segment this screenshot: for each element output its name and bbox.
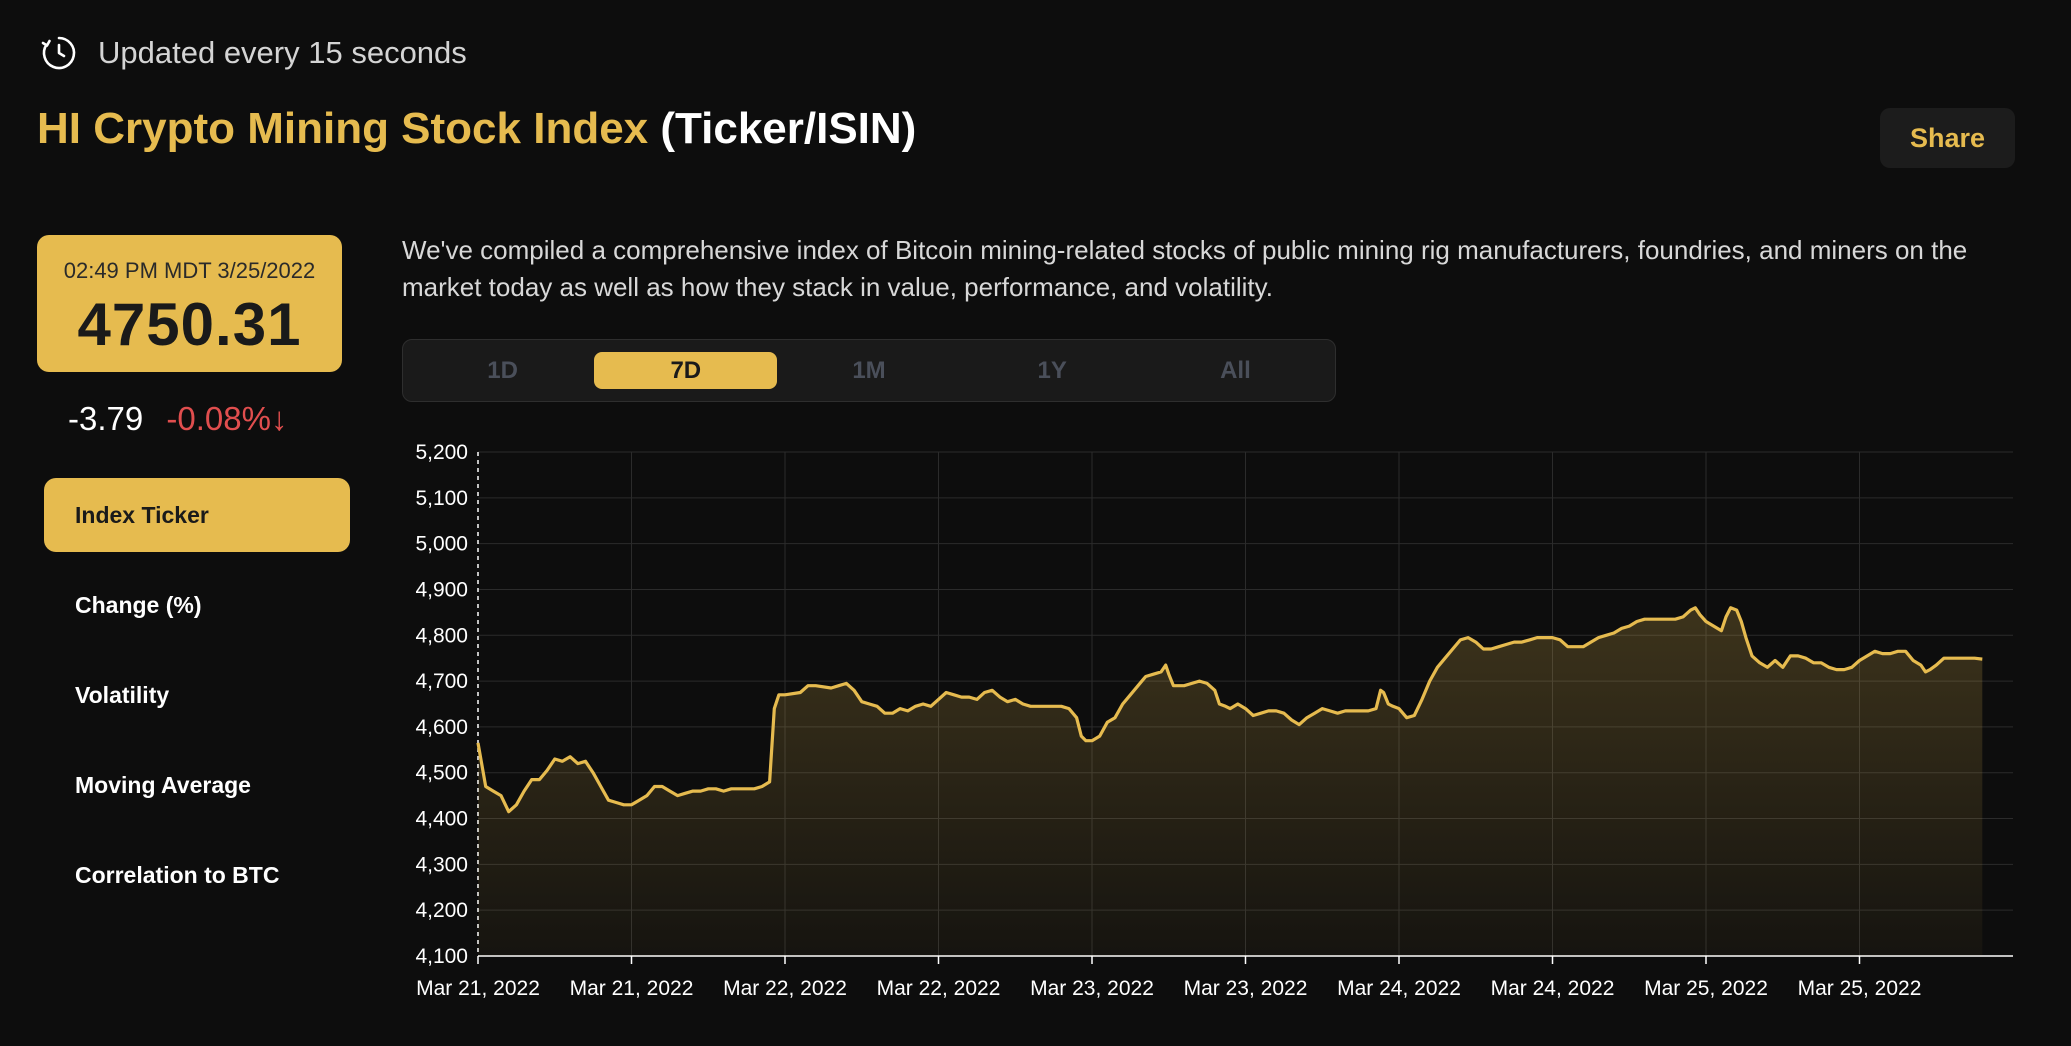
page-title-ticker: (Ticker/ISIN) xyxy=(660,104,917,153)
y-tick-label: 4,300 xyxy=(415,853,468,876)
page-title: HI Crypto Mining Stock Index (Ticker/ISI… xyxy=(37,104,916,154)
metric-sidebar: Index Ticker Change (%) Volatility Movin… xyxy=(44,478,350,928)
x-tick-label: Mar 21, 2022 xyxy=(570,977,694,1000)
y-tick-label: 4,100 xyxy=(415,945,468,968)
price-change-absolute: -3.79 xyxy=(68,400,144,437)
sidebar-item-index-ticker[interactable]: Index Ticker xyxy=(44,478,350,552)
y-tick-label: 5,000 xyxy=(415,533,468,556)
sidebar-item-correlation-btc[interactable]: Correlation to BTC xyxy=(75,861,280,888)
x-tick-label: Mar 22, 2022 xyxy=(723,977,847,1000)
y-tick-label: 4,400 xyxy=(415,808,468,831)
x-tick-label: Mar 22, 2022 xyxy=(877,977,1001,1000)
y-tick-label: 4,800 xyxy=(415,624,468,647)
price-card: 02:49 PM MDT 3/25/2022 4750.31 xyxy=(37,235,342,372)
series-area xyxy=(478,607,1983,956)
price-change: -3.79 -0.08%↓ xyxy=(68,400,287,438)
price-timestamp: 02:49 PM MDT 3/25/2022 xyxy=(63,258,316,283)
x-tick-label: Mar 24, 2022 xyxy=(1337,977,1461,1000)
y-tick-label: 5,200 xyxy=(415,441,468,464)
x-tick-label: Mar 23, 2022 xyxy=(1184,977,1308,1000)
series-line xyxy=(476,606,1983,814)
tab-1d[interactable]: 1D xyxy=(487,356,518,384)
time-range-tabs: 1D 7D 1M 1Y All xyxy=(402,339,1336,402)
index-price: 4750.31 xyxy=(77,291,302,358)
price-change-percent: -0.08%↓ xyxy=(166,400,288,437)
index-description: We've compiled a comprehensive index of … xyxy=(402,235,1968,302)
tab-all[interactable]: All xyxy=(1220,356,1251,384)
tab-1m[interactable]: 1M xyxy=(852,356,886,384)
tab-1y[interactable]: 1Y xyxy=(1037,356,1067,384)
x-tick-label: Mar 25, 2022 xyxy=(1644,977,1768,1000)
y-tick-label: 4,900 xyxy=(415,578,468,601)
x-tick-label: Mar 23, 2022 xyxy=(1030,977,1154,1000)
page-title-accent: HI Crypto Mining Stock Index xyxy=(37,104,649,153)
share-button[interactable]: Share xyxy=(1880,108,2015,168)
y-tick-label: 5,100 xyxy=(415,487,468,510)
index-price-chart: 5,200 5,100 5,000 4,900 4,800 4,700 4,600 4,500… xyxy=(415,441,2013,1000)
sidebar-item-change[interactable]: Change (%) xyxy=(75,591,202,618)
x-tick-label: Mar 21, 2022 xyxy=(416,977,540,1000)
y-tick-label: 4,700 xyxy=(415,670,468,693)
y-tick-label: 4,600 xyxy=(415,716,468,739)
x-tick-label: Mar 24, 2022 xyxy=(1491,977,1615,1000)
refresh-clock-icon xyxy=(41,36,76,70)
sidebar-item-moving-average[interactable]: Moving Average xyxy=(75,771,251,798)
tab-7d[interactable]: 7D xyxy=(594,352,778,389)
y-tick-label: 4,500 xyxy=(415,762,468,785)
sidebar-item-volatility[interactable]: Volatility xyxy=(75,681,170,708)
update-indicator: Updated every 15 seconds xyxy=(40,34,467,72)
update-frequency-text: Updated every 15 seconds xyxy=(98,35,467,70)
x-tick-label: Mar 25, 2022 xyxy=(1798,977,1922,1000)
y-tick-label: 4,200 xyxy=(415,899,468,922)
